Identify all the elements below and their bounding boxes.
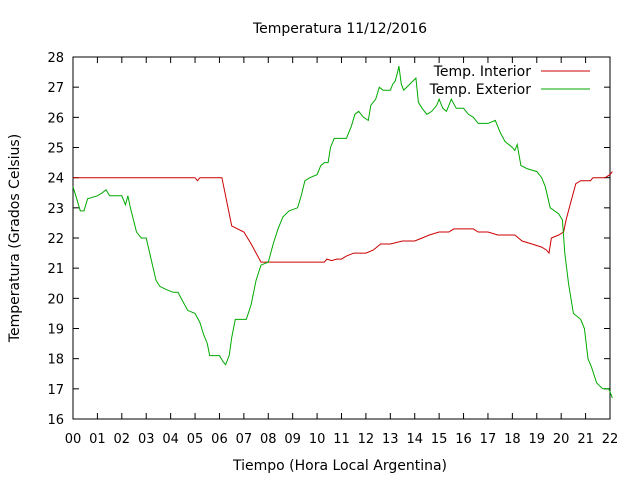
y-tick-label: 22 [47, 232, 64, 247]
x-tick-label: 15 [431, 432, 448, 447]
x-tick-label: 12 [358, 432, 375, 447]
y-axis-label: Temperatura (Grados Celsius) [7, 134, 23, 343]
plot-area-frame [72, 56, 611, 420]
x-tick-label: 11 [333, 432, 350, 447]
x-tick-label: 02 [114, 432, 131, 447]
x-tick-label: 14 [406, 432, 423, 447]
x-tick-label: 20 [553, 432, 570, 447]
x-tick-label: 09 [284, 432, 301, 447]
y-tick-label: 23 [47, 202, 64, 217]
x-tick-label: 05 [187, 432, 204, 447]
y-tick-label: 21 [47, 262, 64, 277]
y-tick-label: 17 [47, 383, 64, 398]
x-tick-label: 19 [528, 432, 545, 447]
x-tick-label: 01 [89, 432, 106, 447]
y-tick-label: 20 [47, 292, 64, 307]
x-tick-label: 18 [504, 432, 521, 447]
series-layer [72, 65, 613, 399]
y-tick-label: 19 [47, 323, 64, 338]
legend-label-interior: Temp. Interior [433, 64, 532, 80]
x-tick-label: 03 [138, 432, 155, 447]
y-axis: 16 17 18 19 20 21 22 23 24 25 26 27 28 [47, 51, 610, 428]
x-tick-label: 06 [211, 432, 228, 447]
y-tick-label: 24 [47, 172, 64, 187]
y-tick-label: 28 [47, 51, 64, 66]
legend-label-exterior: Temp. Exterior [429, 82, 532, 98]
x-tick-label: 04 [162, 432, 179, 447]
x-tick-label: 16 [455, 432, 472, 447]
y-tick-label: 25 [47, 142, 64, 157]
x-tick-label: 08 [260, 432, 277, 447]
y-tick-label: 26 [47, 111, 64, 126]
chart-title: Temperatura 11/12/2016 [252, 21, 427, 37]
y-tick-label: 27 [47, 81, 64, 96]
legend: Temp. Interior Temp. Exterior [429, 64, 590, 98]
series-line-exterior [72, 65, 613, 399]
x-tick-label: 00 [65, 432, 82, 447]
x-axis-label: Tiempo (Hora Local Argentina) [232, 458, 447, 474]
series-line-interior [73, 171, 613, 263]
x-axis: 00 01 02 03 04 05 06 07 08 09 10 11 12 13 14 15 16 17 18 19… [65, 57, 619, 447]
x-tick-label: 10 [309, 432, 326, 447]
x-tick-label: 17 [480, 432, 497, 447]
y-tick-label: 16 [47, 413, 64, 428]
x-tick-label: 13 [382, 432, 399, 447]
x-tick-label: 07 [236, 432, 253, 447]
x-tick-label: 22 [602, 432, 619, 447]
y-tick-label: 18 [47, 353, 64, 368]
x-tick-label: 21 [577, 432, 594, 447]
